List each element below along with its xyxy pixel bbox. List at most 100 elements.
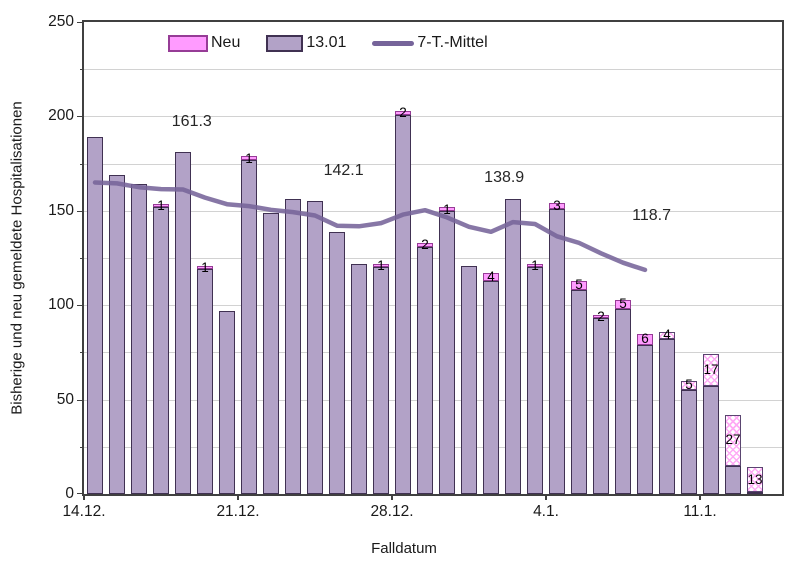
gridline: [84, 69, 782, 71]
bar-value-label: 13: [747, 471, 763, 487]
y-tick-mark: [77, 493, 84, 494]
gridline: [84, 352, 782, 354]
bar-segment-bisher: [703, 386, 719, 494]
trend-annotation: 142.1: [323, 162, 364, 180]
bar-segment-bisher: [395, 114, 411, 494]
bar-segment-neu: [241, 156, 257, 160]
bar-segment-neu: [483, 273, 499, 281]
bar-segment-bisher: [527, 267, 543, 494]
x-tick-mark: [237, 494, 239, 500]
bar-segment-bisher: [87, 137, 103, 494]
bar-segment-bisher: [307, 201, 323, 494]
bar-value-label: 4: [487, 268, 495, 284]
gridline: [84, 305, 782, 307]
bar-segment-bisher: [263, 212, 279, 494]
bar-segment-neu: [571, 280, 587, 291]
bar-value-label: 5: [685, 377, 693, 393]
bar-segment-bisher: [747, 492, 763, 494]
bisher-swatch-icon: [266, 34, 304, 52]
bar-value-label: 1: [201, 260, 209, 276]
legend-item-neu: Neu: [168, 34, 240, 52]
x-tick-label: 14.12.: [62, 503, 106, 520]
bar-segment-bisher: [131, 184, 147, 494]
bar-value-label: 2: [597, 308, 605, 324]
bar-value-label: 1: [245, 150, 253, 166]
trend-line-swatch-icon: [372, 40, 415, 46]
trend-annotation: 161.3: [171, 113, 212, 131]
bar-segment-bisher: [219, 310, 235, 494]
bar-segment-bisher: [197, 269, 213, 494]
bar-value-label: 2: [399, 104, 407, 120]
gridline: [84, 116, 782, 118]
y-tick-label: 200: [48, 107, 74, 125]
bar-segment-bisher: [725, 465, 741, 494]
y-minor-tick-mark: [80, 352, 84, 354]
legend-item-bisher: 13.01: [266, 34, 346, 52]
y-tick-label: 250: [48, 13, 74, 30]
bar-value-label: 17: [703, 362, 719, 378]
bar-segment-neu: [637, 333, 653, 345]
bar-segment-bisher: [175, 152, 191, 494]
bar-value-label: 1: [531, 258, 539, 274]
trend-annotation: 118.7: [632, 207, 672, 225]
legend-item-mittel: 7-T.-Mittel: [372, 34, 488, 52]
y-tick-mark: [77, 210, 84, 212]
bar-segment-bisher: [153, 207, 169, 494]
y-tick-label: 0: [65, 485, 74, 502]
x-tick-label: 28.12.: [370, 503, 414, 520]
bar-segment-neu-hatched: [681, 380, 697, 391]
bar-value-label: 3: [553, 198, 561, 214]
gridline: [84, 163, 782, 165]
bar-segment-bisher: [659, 339, 675, 494]
bar-segment-neu-hatched: [703, 354, 719, 387]
y-axis-title: Bisherige und neu gemeldete Hospitalisat…: [8, 101, 26, 415]
bar-segment-bisher: [593, 318, 609, 494]
bar-segment-neu: [615, 299, 631, 309]
x-axis-title: Falldatum: [371, 540, 437, 557]
legend-label-neu: Neu: [211, 34, 241, 51]
bar-segment-bisher: [109, 174, 125, 494]
bar-value-label: 27: [725, 432, 741, 448]
bar-value-label: 1: [157, 198, 165, 214]
bar-value-label: 6: [641, 331, 649, 347]
bar-segment-neu: [395, 110, 411, 115]
x-tick-mark: [545, 494, 547, 500]
gridline: [84, 446, 782, 448]
bar-segment-bisher: [461, 265, 477, 494]
legend-label-bisher: 13.01: [306, 34, 347, 51]
chart-legend: Neu 13.01 7-T.-Mittel: [168, 31, 488, 55]
y-tick-mark: [77, 305, 84, 307]
bar-segment-bisher: [351, 263, 367, 494]
bar-segment-bisher: [615, 308, 631, 494]
bar-value-label: 1: [377, 258, 385, 274]
bar-segment-bisher: [285, 199, 301, 494]
neu-swatch-icon: [168, 34, 208, 52]
y-minor-tick-mark: [80, 69, 84, 71]
bar-segment-bisher: [549, 208, 565, 494]
x-tick-label: 4.1.: [533, 503, 559, 520]
gridline: [84, 399, 782, 401]
bar-segment-bisher: [681, 390, 697, 494]
bar-value-label: 2: [421, 236, 429, 252]
bar-segment-bisher: [439, 210, 455, 494]
bar-segment-bisher: [373, 267, 389, 494]
y-tick-label: 50: [56, 390, 74, 408]
y-tick-mark: [77, 22, 84, 23]
plot-area: 1 1 1 1 2 2 1 4 1 3 5 2 5 6 4 5 17 27 13 161.3 142.1 138.9 118…: [77, 20, 784, 500]
bar-segment-bisher: [241, 159, 257, 494]
y-tick-mark: [77, 399, 84, 401]
x-tick-mark: [83, 494, 85, 500]
bar-segment-neu-hatched: [659, 331, 675, 340]
bar-segment-neu-hatched: [725, 414, 741, 466]
y-tick-mark: [77, 116, 84, 118]
y-minor-tick-mark: [80, 446, 84, 448]
x-tick-mark: [391, 494, 393, 500]
x-tick-label: 11.1.: [683, 503, 717, 520]
x-tick-mark: [699, 494, 701, 500]
bar-value-label: 5: [575, 277, 583, 293]
bar-value-label: 4: [663, 327, 671, 343]
bar-value-label: 1: [443, 201, 451, 217]
y-minor-tick-mark: [80, 258, 84, 259]
trend-annotation: 138.9: [484, 168, 525, 186]
